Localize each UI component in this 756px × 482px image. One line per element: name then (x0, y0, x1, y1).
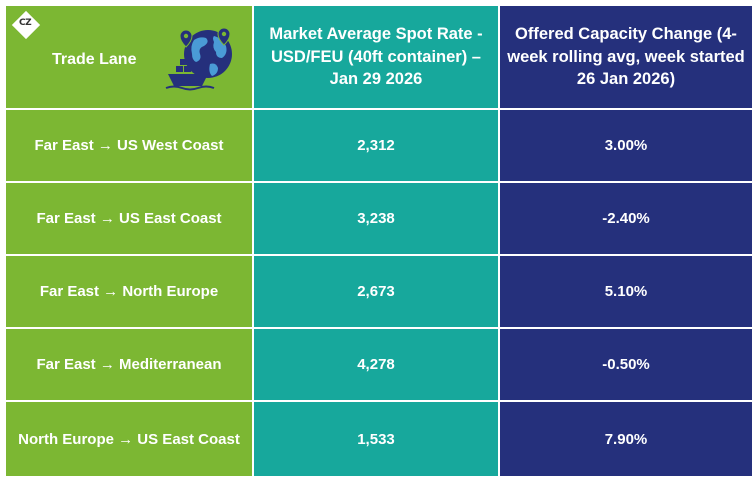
capacity-cell: 7.90% (500, 402, 752, 476)
rate-cell: 1,533 (254, 402, 500, 476)
header-capacity-change: Offered Capacity Change (4-week rolling … (500, 6, 752, 110)
rate-cell: 2,312 (254, 110, 500, 183)
brand-logo-text: CZ (19, 18, 32, 28)
header-trade-lane-label: Trade Lane (52, 51, 137, 68)
rate-cell: 3,238 (254, 183, 500, 256)
capacity-cell: -0.50% (500, 329, 752, 402)
lane-cell: Far East → US East Coast (6, 183, 254, 256)
lane-cell: Far East → Mediterranean (6, 329, 254, 402)
capacity-cell: 5.10% (500, 256, 752, 329)
globe-shipping-icon (165, 27, 232, 91)
header-spot-rate: Market Average Spot Rate - USD/FEU (40ft… (254, 6, 500, 110)
capacity-cell: 3.00% (500, 110, 752, 183)
header-trade-lane: CZ Trade Lane (6, 6, 254, 110)
rate-cell: 2,673 (254, 256, 500, 329)
freight-rate-table: CZ Trade Lane Market Average Spot Rate -… (6, 6, 752, 476)
rate-cell: 4,278 (254, 329, 500, 402)
capacity-cell: -2.40% (500, 183, 752, 256)
lane-cell: North Europe → US East Coast (6, 402, 254, 476)
lane-cell: Far East → US West Coast (6, 110, 254, 183)
lane-cell: Far East → North Europe (6, 256, 254, 329)
